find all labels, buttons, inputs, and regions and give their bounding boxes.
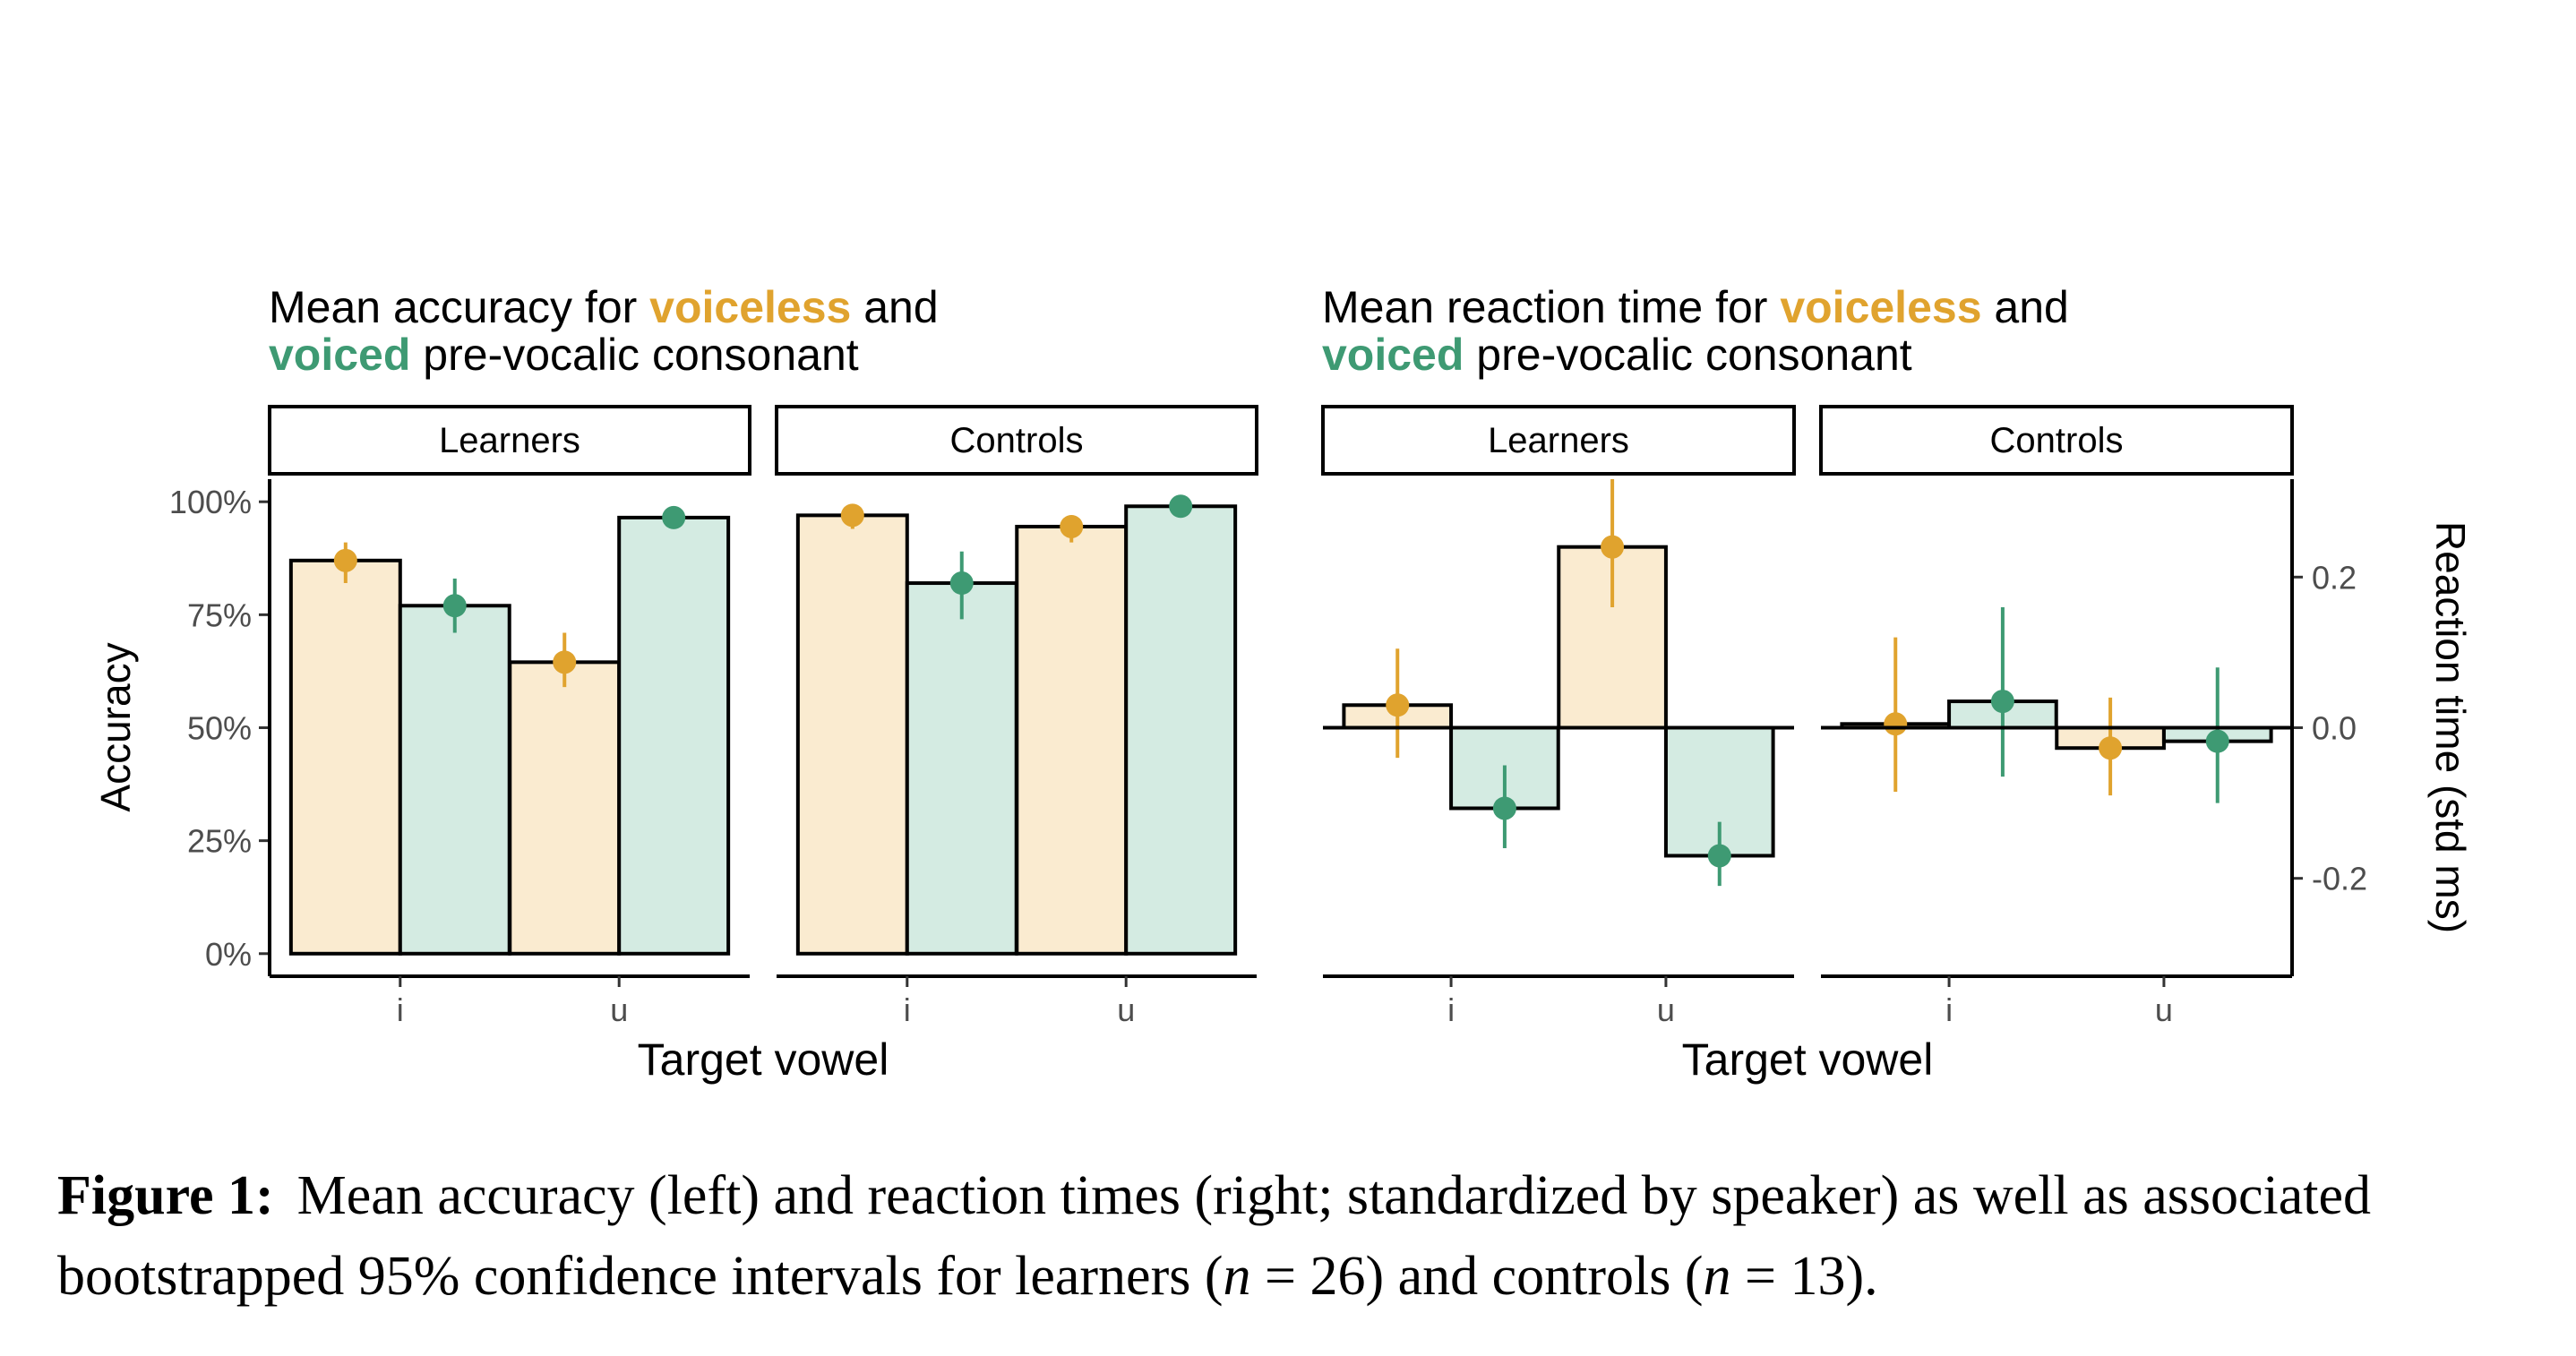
- caption-text-1: Mean accuracy (left) and reaction times …: [57, 1165, 2372, 1307]
- bar-voiceless-u: [508, 660, 622, 956]
- x-tick-label: u: [2155, 991, 2173, 1028]
- point-voiced-u: [1707, 844, 1731, 868]
- left-x-axis-title: Target vowel: [638, 1034, 889, 1085]
- y-tick-label: 50%: [187, 710, 252, 747]
- point-voiced-i: [1492, 796, 1516, 820]
- bar-voiceless-u: [1015, 524, 1129, 956]
- caption-n-var-1: n: [1223, 1246, 1251, 1307]
- point-voiceless-u: [553, 650, 577, 674]
- point-voiceless-i: [333, 548, 357, 572]
- left-chart-title-line1: Mean accuracy for voiceless and: [269, 282, 939, 332]
- x-tick-label: i: [904, 991, 911, 1028]
- strip-right-learners-label: Learners: [1488, 421, 1629, 460]
- x-tick-label: u: [1657, 991, 1675, 1028]
- y-tick-label: 0.0: [2312, 710, 2357, 747]
- x-tick-label: u: [1117, 991, 1135, 1028]
- right-chart-title-line1: Mean reaction time for voiceless and: [1322, 282, 2069, 332]
- point-voiceless-i: [1884, 712, 1908, 736]
- caption-n-eq-1: = 26: [1250, 1246, 1366, 1307]
- point-voiced-u: [662, 505, 686, 529]
- right-y-axis-title: Reaction time (std ms): [2427, 521, 2474, 933]
- strip-right-learners: [1321, 405, 1796, 476]
- strip-left-controls: [775, 405, 1258, 476]
- bar-voiced-i: [905, 581, 1018, 956]
- point-voiceless-u: [2099, 736, 2123, 760]
- point-voiced-i: [949, 571, 974, 596]
- point-voiced-u: [2205, 729, 2229, 753]
- y-tick-label: 75%: [187, 596, 252, 633]
- y-tick-label: 0.2: [2312, 559, 2357, 596]
- x-tick-label: i: [1447, 991, 1455, 1028]
- left-y-axis-title: Accuracy: [92, 642, 139, 811]
- strip-right-controls: [1819, 405, 2294, 476]
- y-tick-label: 0%: [205, 936, 252, 973]
- strip-left-learners: [268, 405, 751, 476]
- right-y-axis-ticks: -0.2 0.0 0.2: [2292, 559, 2367, 897]
- left-y-axis-ticks: 0% 25% 50% 75% 100%: [169, 484, 270, 973]
- caption-n-var-2: n: [1703, 1246, 1731, 1307]
- caption-text-2: ) and controls (: [1365, 1246, 1704, 1307]
- bar-voiceless-i: [288, 558, 402, 956]
- strip-right-controls-label: Controls: [1990, 421, 2124, 460]
- y-tick-label: 25%: [187, 823, 252, 860]
- left-chart-title-line2: voiced pre-vocalic consonant: [269, 330, 859, 380]
- strip-left-controls-label: Controls: [950, 421, 1084, 460]
- caption-n-eq-2: = 13: [1730, 1246, 1846, 1307]
- point-voiceless-u: [1060, 514, 1084, 538]
- figure-caption: Figure 1: Mean accuracy (left) and reacti…: [57, 1155, 2529, 1317]
- figure: Mean accuracy for voiceless and voiced p…: [92, 282, 2474, 1085]
- point-voiced-u: [1169, 494, 1193, 519]
- y-tick-label: 100%: [169, 484, 252, 520]
- strip-left-learners-label: Learners: [439, 421, 580, 460]
- y-tick-label: -0.2: [2312, 861, 2367, 897]
- caption-label: Figure 1:: [57, 1165, 274, 1226]
- bar-voiceless-i: [795, 513, 909, 956]
- point-voiceless-i: [1386, 693, 1410, 717]
- bar-voiced-u: [617, 515, 731, 956]
- x-tick-label: u: [610, 991, 628, 1028]
- bar-voiceless-u: [1557, 545, 1668, 730]
- point-voiceless-i: [840, 503, 864, 528]
- point-voiced-i: [1990, 690, 2014, 714]
- x-tick-label: i: [1945, 991, 1953, 1028]
- x-tick-label: i: [397, 991, 404, 1028]
- bar-voiced-u: [1124, 504, 1238, 956]
- caption-text-3: ).: [1845, 1246, 1878, 1307]
- point-voiced-i: [442, 594, 467, 618]
- bar-voiced-i: [398, 604, 511, 956]
- right-chart-title-line2: voiced pre-vocalic consonant: [1322, 330, 1912, 380]
- point-voiceless-u: [1601, 535, 1625, 559]
- right-x-axis-title: Target vowel: [1682, 1034, 1934, 1085]
